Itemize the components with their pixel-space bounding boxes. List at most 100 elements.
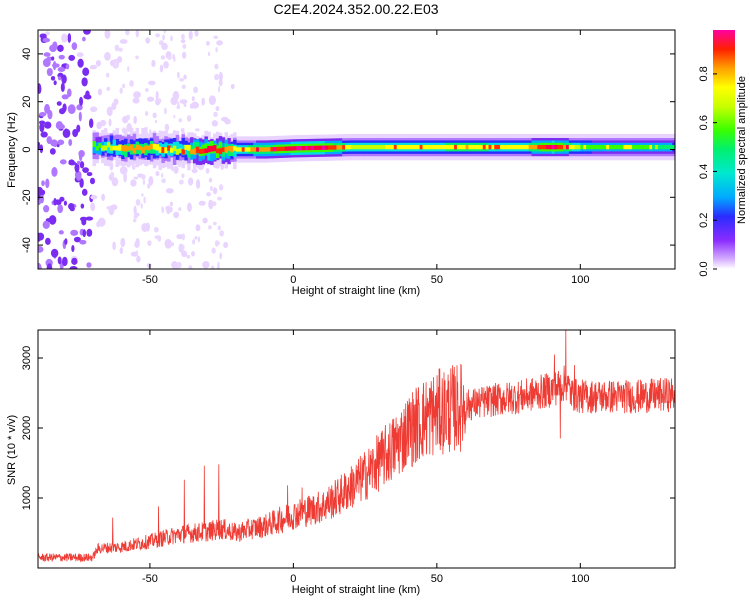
noise-blotch — [81, 188, 88, 196]
noise-blotch — [78, 150, 85, 158]
band-cell — [224, 146, 228, 153]
noise-blotch — [71, 244, 75, 252]
y-tick-label: 40 — [21, 48, 33, 60]
band-cell — [669, 144, 673, 150]
band-cell — [617, 144, 622, 150]
band-cell — [184, 144, 188, 150]
noise-blotch — [79, 239, 87, 245]
noise-blotch — [211, 247, 216, 254]
noise-blotch — [183, 74, 187, 80]
band-cell — [190, 149, 194, 154]
band-cell — [548, 144, 553, 150]
band-cell — [296, 146, 300, 151]
spectrogram-y-label: Frequency (Hz) — [6, 112, 18, 188]
band-cell — [454, 144, 458, 150]
noise-blotch — [129, 80, 134, 87]
band-cell — [359, 144, 363, 150]
band-cell — [448, 144, 452, 150]
snr-marks — [38, 330, 675, 563]
band-cell — [465, 144, 470, 150]
noise-blotch — [167, 55, 172, 60]
band-cell — [657, 144, 662, 150]
noise-blotch — [82, 36, 86, 42]
noise-blotch — [133, 91, 141, 99]
noise-blotch — [38, 232, 42, 242]
y-tick-label: 1000 — [21, 486, 33, 510]
noise-blotch — [42, 37, 51, 43]
band-cell — [135, 144, 140, 151]
noise-blotch — [191, 96, 195, 102]
band-cell — [172, 145, 177, 152]
band-cell — [347, 145, 352, 150]
band-cell — [485, 144, 490, 150]
x-tick-label: 0 — [290, 573, 296, 585]
noise-blotch — [122, 83, 126, 89]
noise-blotch — [135, 30, 139, 38]
noise-blotch — [165, 206, 168, 211]
band-cell — [385, 144, 389, 150]
noise-blotch — [56, 101, 62, 106]
snr-series-line — [38, 330, 675, 563]
noise-blotch — [113, 60, 119, 68]
noise-blotch — [155, 171, 160, 177]
noise-blotch — [188, 177, 194, 186]
noise-blotch — [88, 118, 94, 129]
noise-blotch — [61, 33, 68, 43]
band-cell — [522, 144, 527, 150]
band-cell — [442, 144, 447, 150]
noise-blotch — [201, 97, 205, 106]
noise-blotch — [135, 55, 139, 60]
band-cell — [121, 145, 125, 152]
noise-blotch — [157, 98, 162, 104]
band-cell — [646, 144, 650, 150]
band-cell — [244, 147, 249, 152]
band-cell — [267, 147, 272, 152]
noise-blotch — [110, 171, 115, 178]
band-cell — [319, 145, 323, 150]
band-cell — [210, 145, 214, 152]
noise-blotch — [90, 106, 98, 113]
band-cell — [571, 144, 576, 150]
noise-blotch — [39, 33, 47, 39]
band-cell — [345, 145, 349, 150]
band-cell — [468, 144, 472, 150]
noise-blotch — [68, 203, 75, 210]
noise-blotch — [43, 52, 51, 57]
noise-blotch — [198, 200, 206, 206]
noise-blotch — [206, 40, 210, 46]
noise-blotch — [39, 144, 44, 154]
band-cell — [132, 147, 137, 154]
noise-blotch — [161, 173, 164, 178]
noise-blotch — [73, 236, 81, 243]
noise-blotch — [41, 180, 45, 187]
band-cell — [256, 147, 260, 152]
noise-blotch — [215, 46, 218, 53]
noise-blotch — [180, 39, 186, 44]
noise-blotch — [42, 220, 50, 229]
band-cell — [342, 145, 346, 150]
noise-blotch — [101, 193, 106, 201]
noise-blotch — [53, 198, 57, 206]
band-cell — [187, 146, 191, 158]
noise-blotch — [173, 56, 176, 63]
noise-blotch — [181, 51, 187, 59]
band-cell — [270, 147, 274, 152]
noise-blotch — [151, 59, 156, 68]
band-cell — [545, 144, 550, 150]
band-cell — [293, 146, 297, 151]
noise-blotch — [148, 175, 154, 186]
noise-blotch — [114, 44, 120, 52]
noise-blotch — [70, 229, 79, 236]
noise-blotch — [208, 199, 214, 210]
band-cell — [213, 145, 217, 152]
noise-blotch — [82, 229, 87, 238]
band-cell — [299, 146, 303, 151]
noise-blotch — [104, 51, 111, 61]
noise-blotch — [163, 30, 166, 34]
noise-blotch — [215, 106, 220, 112]
noise-blotch — [218, 85, 221, 93]
noise-blotch — [71, 42, 78, 51]
noise-blotch — [57, 204, 64, 214]
noise-blotch — [49, 148, 56, 155]
band-cell — [350, 144, 355, 150]
